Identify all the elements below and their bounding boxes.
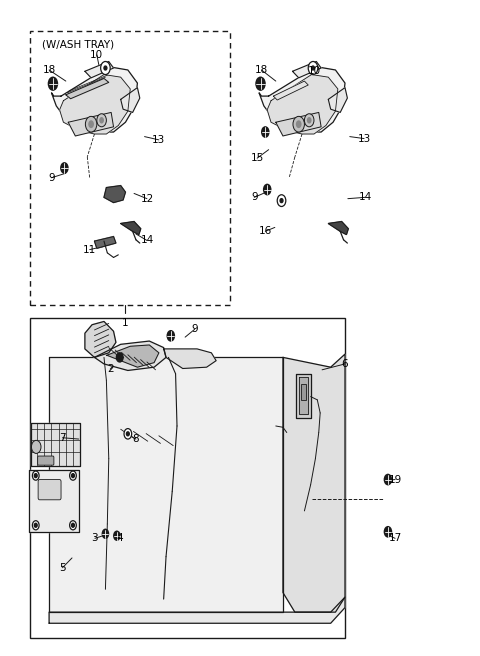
Polygon shape [292,62,321,78]
Text: 13: 13 [152,135,166,145]
Polygon shape [276,112,321,136]
Circle shape [85,116,97,132]
Polygon shape [32,422,80,466]
Text: 5: 5 [59,563,66,573]
Circle shape [72,474,74,478]
Polygon shape [120,222,141,235]
Bar [300,384,306,400]
Text: 8: 8 [132,434,139,444]
Circle shape [263,184,272,195]
Text: 17: 17 [388,533,402,543]
Polygon shape [104,186,125,203]
Text: 1: 1 [122,318,129,328]
Circle shape [384,474,392,485]
Polygon shape [296,374,311,418]
Text: 12: 12 [140,194,154,203]
Text: 9: 9 [48,173,55,183]
Circle shape [307,117,312,123]
Polygon shape [60,75,130,134]
Circle shape [261,126,270,138]
Text: 10: 10 [307,66,321,76]
Text: 16: 16 [259,226,272,236]
Circle shape [33,471,39,480]
Text: 3: 3 [92,533,98,543]
Text: 11: 11 [83,245,96,255]
Text: 10: 10 [90,50,103,60]
Text: 9: 9 [251,192,258,202]
Polygon shape [267,75,338,134]
Text: 2: 2 [107,364,113,374]
Polygon shape [29,470,79,532]
Circle shape [308,62,318,75]
FancyBboxPatch shape [38,480,61,500]
Polygon shape [274,81,308,100]
Text: 18: 18 [43,65,56,75]
Polygon shape [68,112,114,136]
Circle shape [277,195,286,207]
Polygon shape [164,349,216,369]
Polygon shape [66,79,109,98]
Text: 14: 14 [140,236,154,245]
Circle shape [97,113,107,127]
Polygon shape [49,597,345,623]
Circle shape [32,440,41,453]
Circle shape [280,199,283,203]
FancyBboxPatch shape [37,456,54,465]
Circle shape [102,529,109,539]
Circle shape [34,523,37,527]
Text: 4: 4 [117,533,123,543]
Polygon shape [51,67,137,132]
Polygon shape [85,62,114,78]
Text: 13: 13 [358,134,371,144]
Text: 9: 9 [192,324,198,335]
Text: (W/ASH TRAY): (W/ASH TRAY) [42,39,114,49]
Circle shape [293,116,304,132]
Circle shape [99,117,104,123]
Circle shape [255,77,266,91]
Polygon shape [120,88,140,112]
Text: 6: 6 [342,359,348,369]
Bar [30,318,345,638]
Circle shape [384,526,392,538]
Text: 7: 7 [59,433,66,443]
Circle shape [72,523,74,527]
Text: 15: 15 [251,153,264,163]
Polygon shape [328,222,348,235]
Polygon shape [95,341,166,371]
Polygon shape [328,88,348,112]
Circle shape [48,77,58,91]
Circle shape [312,66,314,70]
Circle shape [33,521,39,530]
Circle shape [304,113,314,127]
Circle shape [126,432,129,436]
Polygon shape [283,354,345,612]
Polygon shape [49,358,283,612]
Circle shape [88,120,94,128]
Circle shape [34,474,37,478]
Circle shape [124,428,132,439]
Circle shape [101,62,110,75]
Circle shape [70,471,76,480]
Text: 14: 14 [359,192,372,202]
Bar [30,31,230,305]
Text: 18: 18 [255,65,268,75]
Circle shape [70,521,76,530]
Polygon shape [259,67,345,132]
Circle shape [116,353,123,362]
Polygon shape [107,345,159,367]
Text: 19: 19 [388,474,402,485]
Polygon shape [299,377,308,414]
Circle shape [113,531,120,541]
Polygon shape [85,321,116,358]
Polygon shape [95,237,116,249]
Circle shape [167,330,175,342]
Circle shape [296,120,301,128]
Circle shape [104,66,107,70]
Circle shape [60,162,69,174]
